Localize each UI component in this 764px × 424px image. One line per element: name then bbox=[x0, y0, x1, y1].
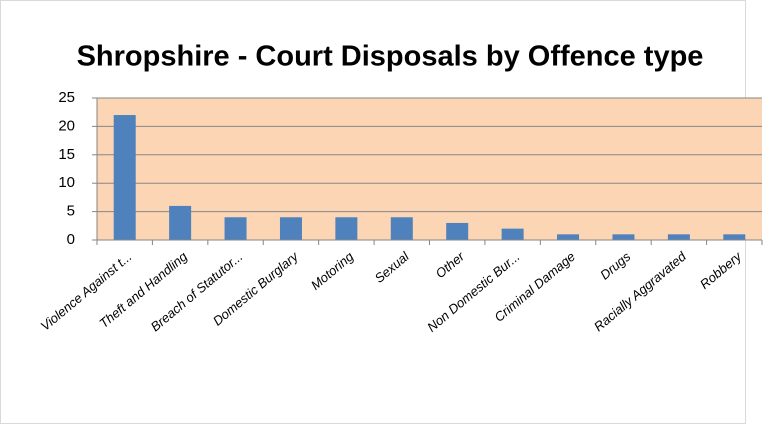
y-tick-label: 0 bbox=[67, 231, 75, 248]
bar bbox=[612, 234, 635, 240]
bar bbox=[279, 217, 302, 240]
bar bbox=[169, 205, 192, 240]
bar bbox=[113, 115, 136, 240]
y-tick-label: 5 bbox=[67, 203, 75, 220]
bar bbox=[224, 217, 247, 240]
bar bbox=[390, 217, 413, 240]
y-tick-label: 10 bbox=[58, 174, 75, 191]
y-tick-label: 25 bbox=[58, 89, 75, 106]
chart-title: Shropshire - Court Disposals by Offence … bbox=[77, 41, 704, 73]
y-tick-label: 20 bbox=[58, 117, 75, 134]
bar bbox=[335, 217, 358, 240]
y-tick-label: 15 bbox=[58, 146, 75, 163]
bar bbox=[557, 234, 580, 240]
bar bbox=[667, 234, 690, 240]
bar bbox=[446, 222, 469, 240]
bar bbox=[723, 234, 746, 240]
bar bbox=[501, 228, 524, 240]
plot-area bbox=[97, 98, 762, 240]
